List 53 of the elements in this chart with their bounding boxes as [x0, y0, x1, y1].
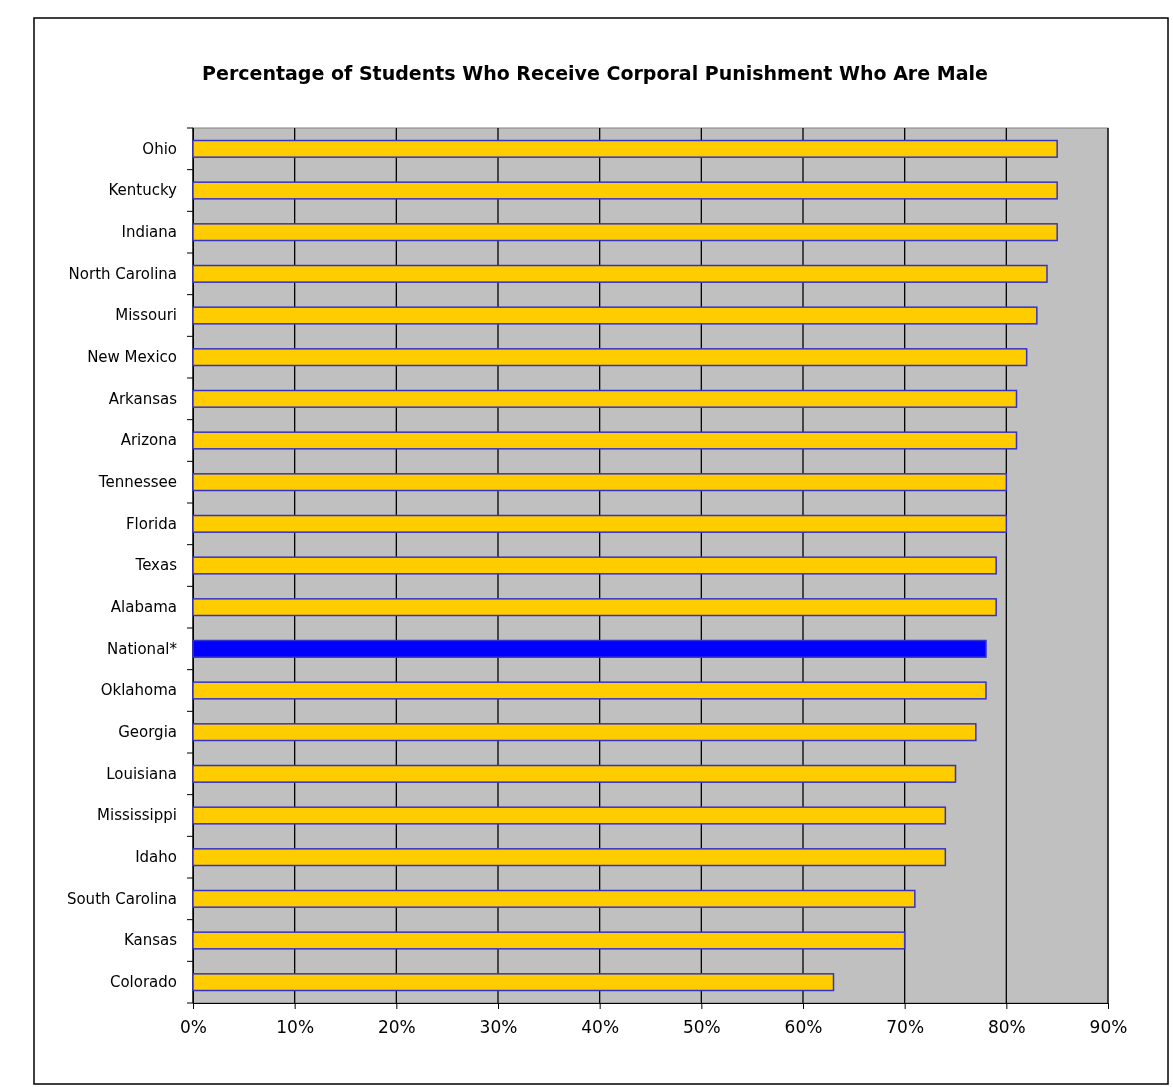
- y-tick-label: Kansas: [123, 931, 178, 950]
- bar: [192, 389, 1018, 408]
- y-tick-label: Arkansas: [108, 389, 178, 408]
- x-tick-label: 20%: [377, 1017, 416, 1038]
- x-tick-label: 0%: [180, 1017, 207, 1038]
- y-tick-label: Alabama: [110, 597, 177, 616]
- x-tick-label: 80%: [987, 1017, 1026, 1038]
- bar: [192, 598, 997, 617]
- bar: [192, 848, 947, 867]
- bar: [192, 639, 987, 658]
- bar: [192, 723, 977, 742]
- x-tick-label: 60%: [784, 1017, 823, 1038]
- bar: [192, 264, 1048, 283]
- y-tick-label: Mississippi: [97, 806, 177, 825]
- bar: [192, 514, 1008, 533]
- bar: [192, 431, 1018, 450]
- y-tick-label: Colorado: [109, 972, 177, 991]
- y-tick-label: Texas: [134, 556, 178, 575]
- bar: [192, 973, 835, 992]
- bar: [192, 181, 1058, 200]
- y-tick-label: North Carolina: [68, 264, 177, 283]
- bar: [192, 556, 997, 575]
- bar: [192, 889, 916, 908]
- y-tick-label: Louisiana: [106, 764, 177, 783]
- bar: [192, 681, 987, 700]
- bar: [192, 223, 1058, 242]
- bar: [192, 306, 1038, 325]
- y-tick-label: Tennessee: [97, 472, 177, 491]
- y-tick-label: Missouri: [115, 306, 177, 325]
- x-tick-label: 40%: [581, 1017, 620, 1038]
- bar: [192, 931, 906, 950]
- bar: [192, 473, 1008, 492]
- y-tick-label: Oklahoma: [100, 681, 177, 700]
- y-tick-label: Arizona: [120, 431, 177, 450]
- x-tick-label: 50%: [682, 1017, 721, 1038]
- y-tick-label: South Carolina: [66, 889, 177, 908]
- bar: [192, 764, 957, 783]
- y-tick-label: National*: [106, 639, 178, 658]
- x-tick-label: 10%: [276, 1017, 315, 1038]
- chart-title: Percentage of Students Who Receive Corporal Punishment Who Are Male: [202, 62, 988, 84]
- bar: [192, 139, 1058, 158]
- x-tick-label: 30%: [479, 1017, 518, 1038]
- bar: [192, 348, 1028, 367]
- x-tick-label: 90%: [1089, 1017, 1128, 1038]
- x-tick-label: 70%: [886, 1017, 925, 1038]
- y-tick-label: Kentucky: [108, 181, 178, 200]
- y-tick-label: Indiana: [121, 222, 177, 241]
- bar: [192, 806, 947, 825]
- y-tick-label: Florida: [125, 514, 177, 533]
- y-tick-label: New Mexico: [87, 347, 177, 366]
- y-tick-label: Idaho: [135, 847, 177, 866]
- y-tick-label: Georgia: [118, 722, 177, 741]
- y-tick-label: Ohio: [142, 139, 177, 158]
